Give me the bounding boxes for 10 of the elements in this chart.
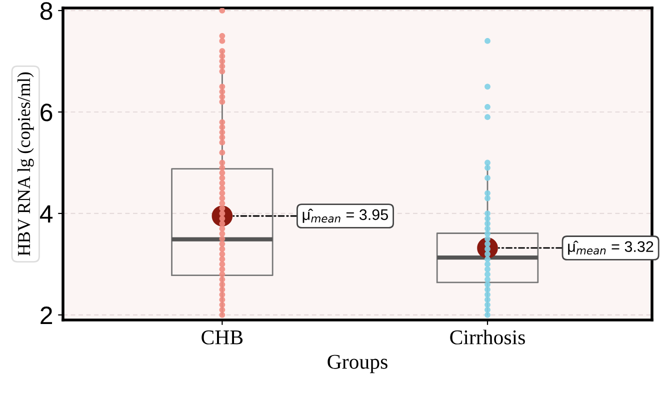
x-tick-label: CHB [202,330,243,344]
x-tick-label: Cirrhosis [450,330,525,344]
annotation: μ̂$_{mean}$ = 3.95 [302,208,388,223]
x-axis-title: Groups [328,354,388,374]
y-tick-label: 4 [40,205,53,223]
y-axis-title: HBV RNA lg (copies/ml) [17,72,34,256]
annotation: μ̂$_{mean}$ = 3.32 [568,240,654,255]
y-tick-label: 6 [40,104,52,122]
y-tick-label: 8 [40,2,52,20]
y-tick-label: 2 [40,306,52,324]
